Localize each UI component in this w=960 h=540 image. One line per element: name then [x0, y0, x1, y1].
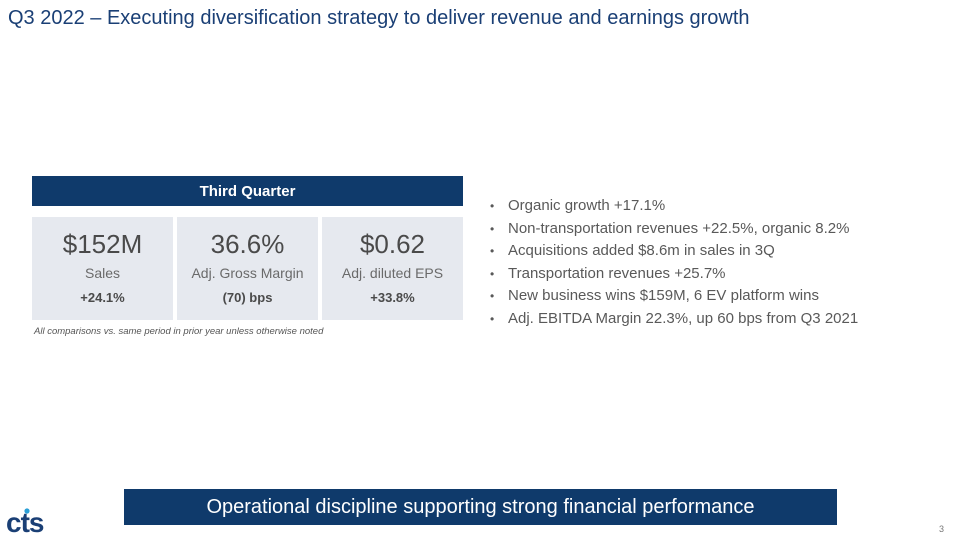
- metric-value: 36.6%: [210, 229, 285, 259]
- highlight-item: • Non-transportation revenues +22.5%, org…: [490, 218, 858, 241]
- page-number: 3: [938, 524, 944, 534]
- slide-title: Q3 2022 – Executing diversification stra…: [8, 7, 750, 29]
- highlight-item: • Transportation revenues +25.7%: [490, 263, 858, 286]
- highlight-text: New business wins $159M, 6 EV platform w…: [508, 287, 819, 304]
- comparison-footnote: All comparisons vs. same period in prior…: [34, 326, 324, 337]
- highlight-item: • Acquisitions added $8.6m in sales in 3Q: [490, 240, 858, 263]
- highlight-item: • Organic growth +17.1%: [490, 195, 858, 218]
- performance-banner: Operational discipline supporting strong…: [124, 489, 837, 525]
- bullet-icon: •: [490, 266, 495, 281]
- metric-label: Sales: [84, 265, 121, 281]
- metric-change: +24.1%: [80, 290, 125, 305]
- logo-accent-dot: [24, 508, 30, 514]
- bullet-icon: •: [490, 289, 495, 303]
- metric-value: $152M: [62, 229, 143, 259]
- metric-label: Adj. Gross Margin: [191, 265, 304, 281]
- bullet-icon: •: [490, 221, 495, 236]
- highlight-item: • New business wins $159M, 6 EV platform …: [490, 285, 858, 308]
- bullet-icon: •: [490, 311, 495, 326]
- highlight-text: Acquisitions added $8.6m in sales in 3Q: [508, 242, 775, 259]
- gross-margin-metric-card: 36.6% Adj. Gross Margin (70) bps: [177, 217, 318, 320]
- metric-label: Adj. diluted EPS: [341, 265, 444, 281]
- highlight-item: • Adj. EBITDA Margin 22.3%, up 60 bps fro…: [490, 308, 858, 331]
- highlight-text: Adj. EBITDA Margin 22.3%, up 60 bps from…: [508, 309, 859, 327]
- metric-value: $0.62: [359, 229, 426, 259]
- metric-change: +33.8%: [370, 290, 415, 305]
- highlight-text: Non-transportation revenues +22.5%, orga…: [508, 219, 850, 237]
- third-quarter-header: Third Quarter: [32, 176, 463, 206]
- bullet-icon: •: [490, 199, 495, 213]
- eps-metric-card: $0.62 Adj. diluted EPS +33.8%: [322, 217, 463, 320]
- cts-logo: cts: [6, 507, 45, 536]
- highlight-text: Transportation revenues +25.7%: [508, 264, 726, 282]
- highlights-list: • Organic growth +17.1% • Non-transportati…: [490, 195, 858, 330]
- metric-change: (70) bps: [222, 290, 273, 305]
- sales-metric-card: $152M Sales +24.1%: [32, 217, 173, 320]
- bullet-icon: •: [490, 244, 495, 258]
- highlight-text: Organic growth +17.1%: [508, 197, 666, 214]
